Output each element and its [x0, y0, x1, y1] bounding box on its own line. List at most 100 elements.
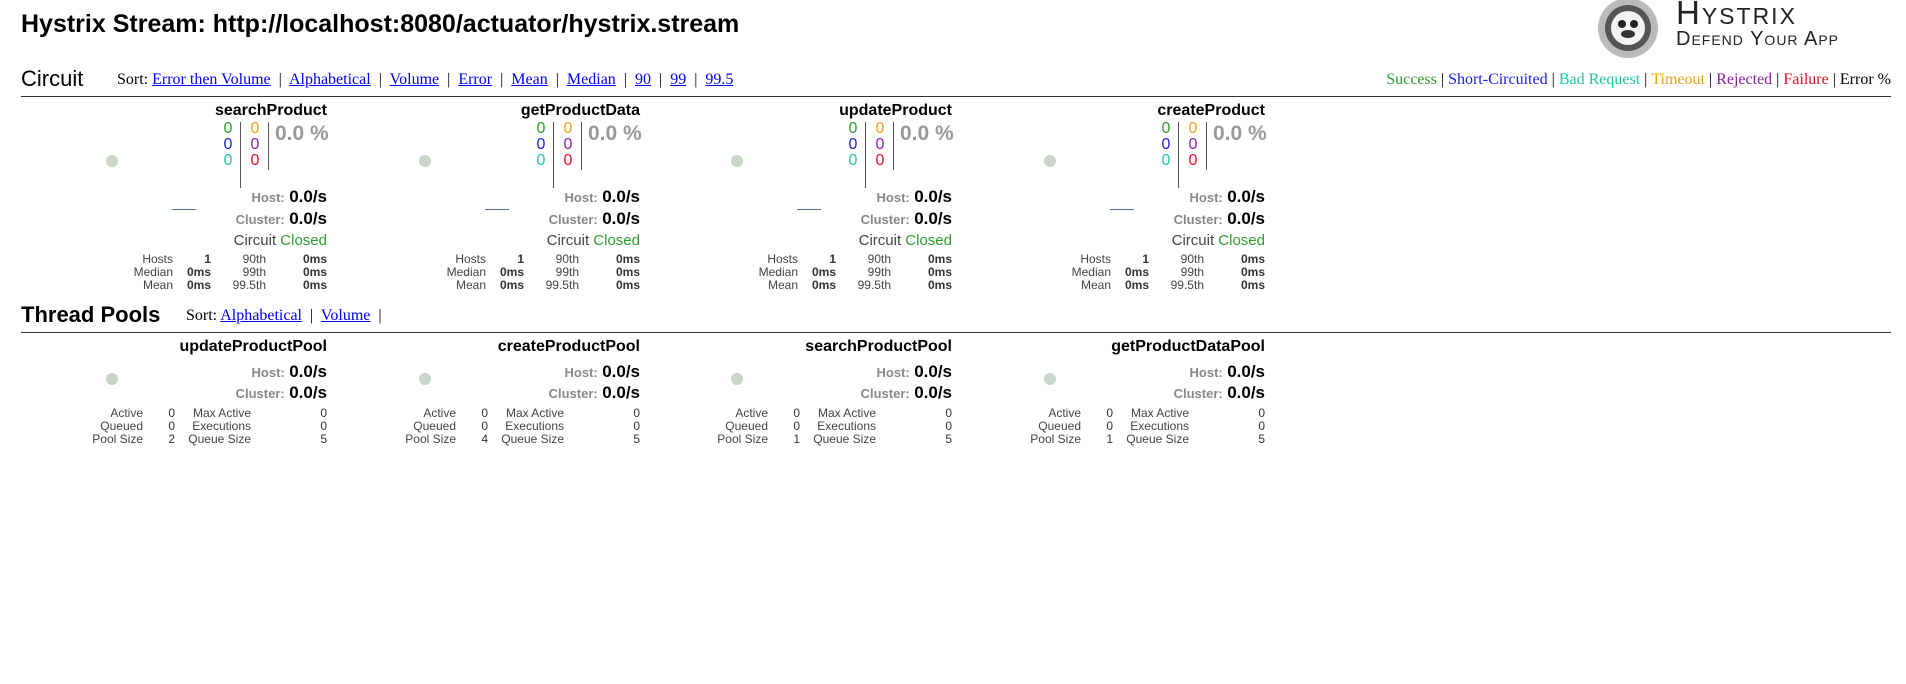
legend-bad-request: Bad Request [1558, 71, 1641, 88]
latency-stats-table: Hosts 1 90th 0ms Median 0ms 99th 0ms Mean 0ms 99… [117, 253, 327, 292]
health-circle [419, 155, 431, 167]
circuit-status: Circuit Closed [859, 232, 952, 249]
host-rate: Host: 0.0/s [565, 362, 640, 382]
success-count: 0 [848, 120, 858, 137]
sort-alphabetical-link[interactable]: Alphabetical [220, 307, 302, 324]
stat-value: 0 [793, 406, 800, 420]
hystrix-logo: Hystrix Defend Your App [1593, 0, 1903, 60]
stat-label: Pool Size [92, 432, 143, 446]
cluster-rate: Cluster: 0.0/s [549, 383, 640, 403]
circuit-name[interactable]: updateProduct [839, 102, 952, 119]
short-circuited-count: 0 [848, 136, 858, 153]
pool-stats-table: Active 0 Max Active 0 Queued 0 Executions 0 Po… [378, 407, 640, 446]
error-percentage: 0.0 % [1213, 122, 1267, 145]
stat-value: 0 [945, 419, 952, 433]
stat-label: 90th [1180, 252, 1204, 266]
pool-name[interactable]: searchProductPool [805, 338, 952, 355]
cluster-rate-label: Cluster: [548, 386, 598, 401]
host-rate-value: 0.0/s [914, 187, 952, 206]
host-rate-value: 0.0/s [602, 362, 640, 381]
sort-error-then-volume-link[interactable]: Error then Volume [152, 71, 271, 88]
sort-alphabetical-link[interactable]: Alphabetical [288, 71, 371, 88]
volume-sparkline [172, 209, 196, 210]
sort-99-5-link[interactable]: 99.5 [705, 71, 734, 88]
cluster-rate-label: Cluster: [1173, 212, 1223, 227]
stat-value: 0ms [927, 265, 952, 279]
sort-error-link[interactable]: Error [458, 71, 493, 88]
cluster-rate: Cluster: 0.0/s [236, 383, 327, 403]
stat-label: Queue Size [813, 432, 876, 446]
pool-stats-table: Active 0 Max Active 0 Queued 0 Executions 0 Po… [65, 407, 327, 446]
failure-count: 0 [1188, 152, 1198, 169]
circuit-monitor-getProductData: getProductData 0 0 0 0 0 0 0.0 % Host: 0… [330, 102, 642, 297]
cluster-rate-label: Cluster: [548, 212, 598, 227]
rejected-count: 0 [250, 136, 260, 153]
health-circle [731, 155, 743, 167]
cluster-rate: Cluster: 0.0/s [861, 383, 952, 403]
pool-name[interactable]: createProductPool [497, 338, 640, 355]
stat-label: Queued [1038, 419, 1081, 433]
short-circuited-count: 0 [1161, 136, 1171, 153]
sort-volume-link[interactable]: Volume [320, 307, 371, 324]
stat-label: 90th [242, 252, 266, 266]
stat-label: Executions [505, 419, 564, 433]
stat-value: 0ms [811, 265, 836, 279]
legend-success: Success [1386, 71, 1437, 88]
circuit-monitor-searchProduct: searchProduct 0 0 0 0 0 0 0.0 % Host: 0.… [17, 102, 329, 297]
host-rate-label: Host: [876, 190, 910, 205]
threadpool-monitor-searchProductPool: searchProductPool Host: 0.0/s Cluster: 0… [642, 338, 952, 453]
stat-value: 2 [168, 432, 175, 446]
circuit-status: Circuit Closed [547, 232, 640, 249]
timeout-count: 0 [875, 120, 885, 137]
circuit-monitor-updateProduct: updateProduct 0 0 0 0 0 0 0.0 % Host: 0.… [642, 102, 954, 297]
stat-value: 0ms [615, 278, 640, 292]
pool-name[interactable]: getProductDataPool [1111, 338, 1265, 355]
legend-short-circuited: Short-Circuited [1448, 71, 1548, 88]
cluster-rate-label: Cluster: [860, 386, 910, 401]
threadpool-sort-bar: Sort: Alphabetical | Volume | [186, 307, 382, 324]
stat-value: 0 [1258, 406, 1265, 420]
stat-value: 0ms [1124, 278, 1149, 292]
circuit-name[interactable]: searchProduct [214, 102, 327, 119]
stat-value: 0ms [615, 265, 640, 279]
stat-label: Hosts [1080, 252, 1111, 266]
stat-label: Max Active [505, 406, 564, 420]
cluster-rate: Cluster: 0.0/s [1174, 383, 1265, 403]
sort-90-link[interactable]: 90 [635, 71, 651, 88]
host-rate-label: Host: [1189, 190, 1223, 205]
circuit-section-header: Circuit Sort: Error then Volume | Alphab… [21, 66, 1891, 97]
circuit-name[interactable]: createProduct [1157, 102, 1265, 119]
circuit-status-label: Circuit [858, 232, 902, 249]
volume-sparkline [1110, 209, 1134, 210]
stat-value: 0 [1106, 406, 1113, 420]
failure-count: 0 [563, 152, 573, 169]
sort-mean-link[interactable]: Mean [511, 71, 548, 88]
stat-label: Pool Size [1030, 432, 1081, 446]
cluster-rate-value: 0.0/s [914, 209, 952, 228]
count-divider [893, 122, 894, 170]
stat-label: 90th [867, 252, 891, 266]
stat-value: 0 [793, 419, 800, 433]
pool-name[interactable]: updateProductPool [179, 338, 327, 355]
circuit-name[interactable]: getProductData [520, 102, 640, 119]
stat-label: Mean [142, 278, 173, 292]
status-legend: Success | Short-Circuited | Bad Request … [1386, 71, 1891, 88]
stat-label: Pool Size [717, 432, 768, 446]
host-rate-label: Host: [876, 365, 910, 380]
stat-value: 0ms [927, 252, 952, 266]
stat-value: 0 [481, 419, 488, 433]
stat-label: Max Active [1130, 406, 1189, 420]
stat-value: 0ms [302, 278, 327, 292]
stat-value: 0ms [1240, 265, 1265, 279]
sort-volume-link[interactable]: Volume [389, 71, 440, 88]
host-rate-value: 0.0/s [914, 362, 952, 381]
host-rate: Host: 0.0/s [1190, 187, 1265, 207]
stat-label: Mean [455, 278, 486, 292]
circuit-status-label: Circuit [1171, 232, 1215, 249]
stat-value: 0 [945, 406, 952, 420]
circuit-status-label: Circuit [233, 232, 277, 249]
sort-median-link[interactable]: Median [566, 71, 616, 88]
count-divider [865, 122, 866, 188]
sort-99-link[interactable]: 99 [670, 71, 687, 88]
count-divider [1206, 122, 1207, 170]
